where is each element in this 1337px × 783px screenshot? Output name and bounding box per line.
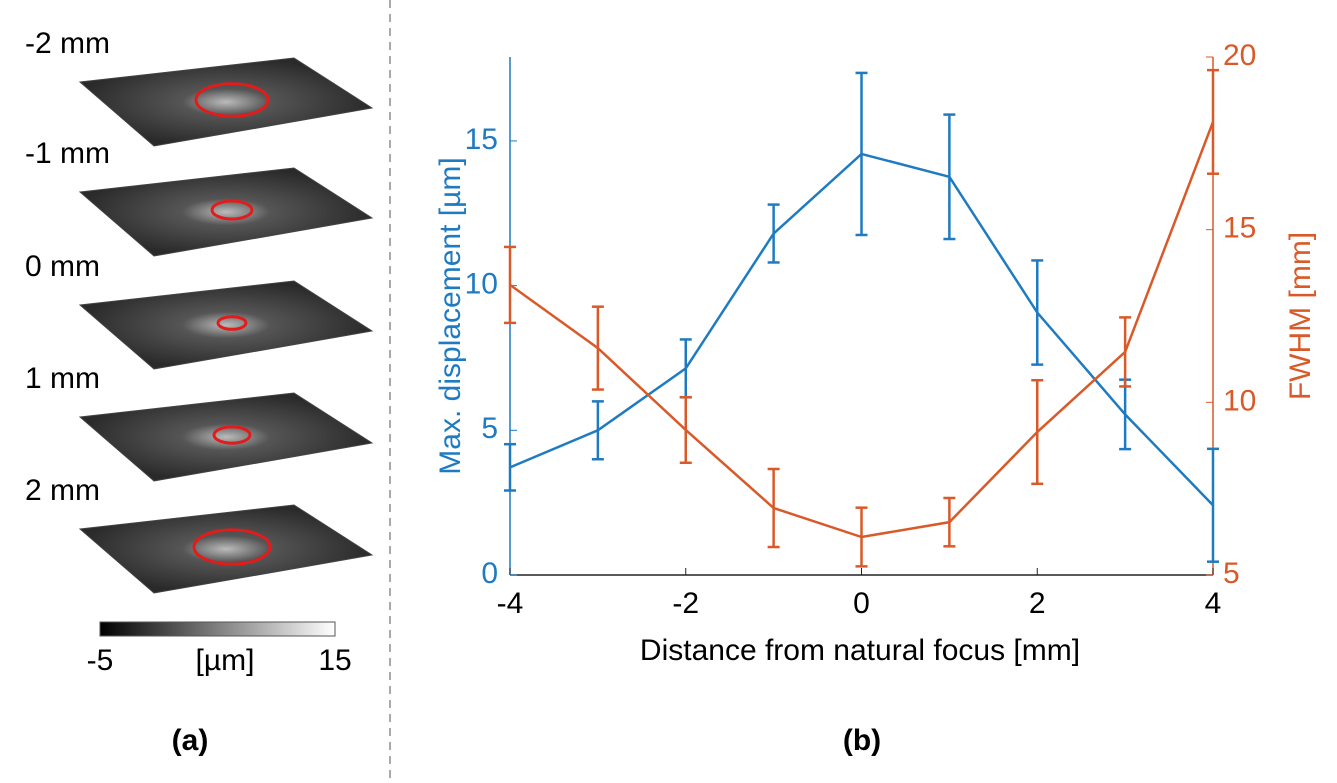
error-bar <box>504 247 516 323</box>
slice-image <box>80 505 372 593</box>
y2-tick-label: 5 <box>1223 557 1240 590</box>
error-bar <box>592 307 604 390</box>
y-tick-label: 10 <box>465 268 498 301</box>
colorbar-label: [µm] <box>196 644 255 677</box>
error-bar <box>1207 449 1219 562</box>
y2-tick-label: 10 <box>1223 384 1256 417</box>
panel-label: (a) <box>172 724 209 757</box>
y2-axis-label: FWHM [mm] <box>1284 232 1317 400</box>
x-tick-label: -4 <box>497 587 524 620</box>
figure: (a) (b) Distance from natural focus [mm]… <box>0 0 1337 783</box>
slice-label: 0 mm <box>25 250 100 283</box>
slice-label: 1 mm <box>25 362 100 395</box>
x-tick-label: 0 <box>853 587 870 620</box>
slice-label: 2 mm <box>25 474 100 507</box>
slice-image <box>80 281 372 369</box>
panel-label: (b) <box>843 724 881 757</box>
error-bar <box>1119 380 1131 449</box>
error-bar <box>680 397 692 463</box>
x-axis-label: Distance from natural focus [mm] <box>640 634 1080 667</box>
slice-image <box>80 168 372 256</box>
y-tick-label: 5 <box>481 412 498 445</box>
colorbar-tick-label: 15 <box>318 644 351 677</box>
error-bar <box>592 401 604 459</box>
error-bar <box>680 339 692 397</box>
y-axis-label: Max. displacement [µm] <box>434 157 467 474</box>
error-bar <box>1207 70 1219 174</box>
error-bar <box>1119 317 1131 386</box>
error-bar <box>768 205 780 263</box>
x-tick-label: 4 <box>1205 587 1222 620</box>
slice-image <box>80 393 372 481</box>
y-tick-label: 15 <box>465 123 498 156</box>
y-tick-label: 0 <box>481 557 498 590</box>
slice-label: -1 mm <box>25 137 110 170</box>
colorbar <box>100 622 335 636</box>
x-tick-label: -2 <box>672 587 699 620</box>
error-bar <box>768 469 780 547</box>
colorbar-tick-label: -5 <box>87 644 114 677</box>
error-bar <box>1031 260 1043 364</box>
x-tick-label: 2 <box>1029 587 1046 620</box>
slice-image <box>80 58 372 146</box>
y2-tick-label: 15 <box>1223 212 1256 245</box>
error-bar <box>1031 380 1043 484</box>
error-bar <box>504 444 516 490</box>
slice-label: -2 mm <box>25 27 110 60</box>
y2-tick-label: 20 <box>1223 39 1256 72</box>
